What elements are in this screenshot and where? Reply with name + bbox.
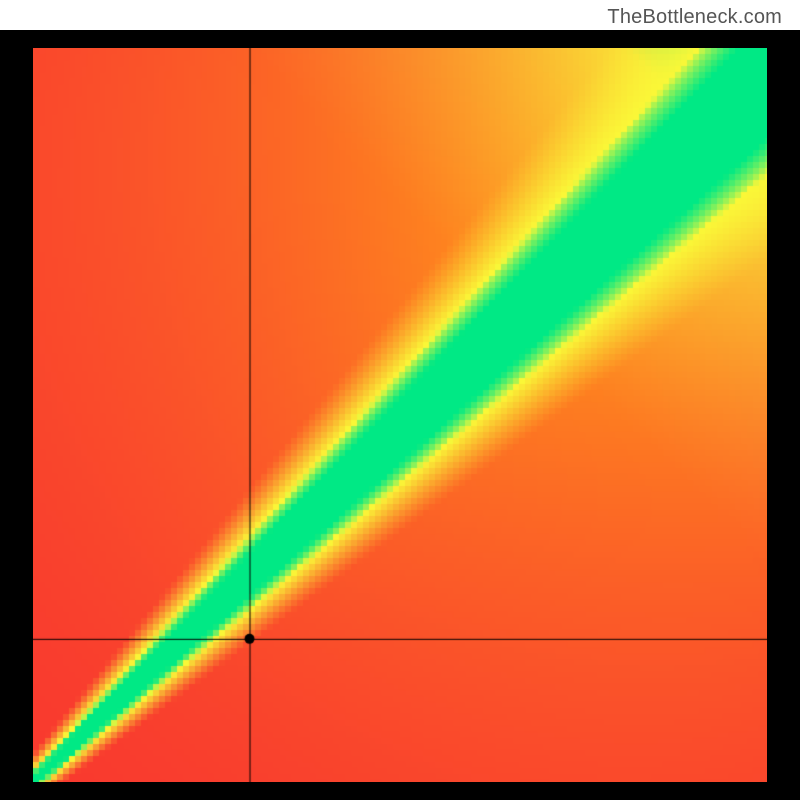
- bottleneck-heatmap: [33, 48, 767, 782]
- chart-container: TheBottleneck.com: [0, 0, 800, 800]
- watermark-text: TheBottleneck.com: [607, 6, 782, 29]
